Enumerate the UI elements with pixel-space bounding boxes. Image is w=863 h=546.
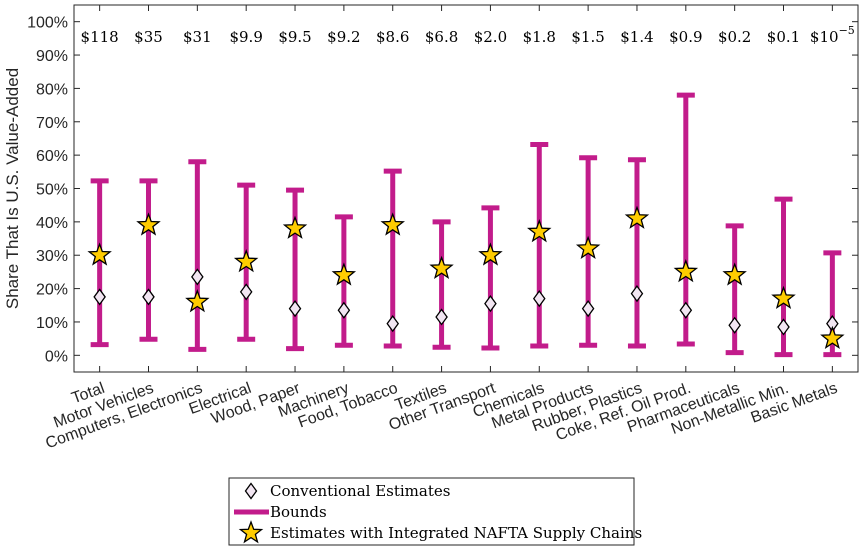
bound-bar [188, 159, 207, 352]
value-label: $31 [183, 28, 212, 46]
y-tick-label: 0% [45, 348, 68, 365]
nafta-estimate-point [624, 205, 650, 229]
nafta-estimate-point [429, 255, 454, 280]
bound-bar [90, 178, 109, 348]
value-label: $9.5 [278, 28, 311, 46]
value-label: $1.5 [571, 28, 604, 46]
value-label: $10−5 [810, 24, 855, 46]
legend-entry-label: Bounds [270, 503, 327, 521]
legend-star-icon [238, 520, 264, 544]
nafta-estimate-point [771, 285, 796, 310]
value-label: $35 [134, 28, 163, 46]
y-tick-label: 10% [36, 315, 68, 332]
legend-diamond-icon [244, 482, 258, 500]
axes-box [73, 4, 859, 373]
conventional-estimate-point [142, 288, 155, 306]
value-label: $0.9 [669, 28, 702, 46]
nafta-estimate-point [185, 289, 210, 313]
value-label: $2.0 [474, 28, 507, 46]
bound-bar [481, 205, 500, 351]
conventional-estimate-point [532, 290, 546, 308]
value-label: $6.8 [425, 28, 458, 46]
conventional-estimate-point [93, 288, 106, 306]
nafta-estimate-point [722, 262, 747, 286]
nafta-estimate-point [380, 212, 405, 236]
top-labels: $118 $35 $31 $9.9 $9.5 $9.2 $8.6 $6.8 $2.0 $1.8 $1… [81, 24, 855, 46]
conventional-estimate-point [777, 318, 790, 336]
nafta-estimate-point [478, 242, 503, 266]
y-tick-label: 30% [36, 248, 68, 265]
legend: Conventional Estimates Bounds Estimates wi… [228, 477, 642, 546]
conventional-estimate-point [581, 300, 595, 318]
bound-bar [432, 219, 451, 350]
conventional-estimate-point [337, 301, 351, 319]
bound-bar [530, 141, 549, 349]
y-tick-label: 40% [36, 215, 68, 232]
nafta-estimate-point [527, 219, 552, 243]
y-tick-label: 100% [27, 15, 68, 32]
legend-box [228, 477, 635, 546]
legend-entry-label: Estimates with Integrated NAFTA Supply C… [270, 524, 642, 542]
nafta-estimate-point [136, 212, 161, 236]
bound-bar [334, 214, 353, 348]
nafta-estimate-point [233, 249, 259, 273]
y-tick-label: 90% [36, 48, 68, 65]
conventional-estimate-point [484, 295, 497, 313]
value-label: $8.6 [376, 28, 409, 46]
value-label: $9.9 [229, 28, 262, 46]
bound-bar [627, 157, 646, 349]
y-tick-label: 50% [36, 182, 68, 199]
conventional-estimate-point [239, 283, 253, 301]
legend-entry-label: Conventional Estimates [270, 482, 450, 500]
conventional-estimate-point [288, 300, 302, 318]
conventional-estimate-point [191, 268, 204, 286]
bound-bar [139, 178, 158, 342]
conventional-estimate-point [435, 308, 448, 326]
nafta-estimate-point [673, 259, 699, 283]
value-label: $9.2 [327, 28, 360, 46]
y-axis-title: Share That Is U.S. Value-Added [3, 68, 22, 309]
bound-bar [286, 187, 305, 352]
conventional-estimate-point [728, 316, 741, 334]
nafta-estimate-point [820, 325, 845, 350]
plot-area [73, 4, 859, 373]
conventional-estimate-point [630, 284, 644, 303]
value-label: $0.2 [718, 28, 751, 46]
value-label: $1.4 [620, 28, 653, 46]
nafta-estimate-point [282, 215, 308, 239]
y-tick-label: 70% [36, 115, 68, 132]
conventional-estimate-point [679, 301, 693, 319]
nafta-estimate-point [331, 262, 357, 286]
y-axis: 0% 10% 20% 30% 40% 50% 60% 70% 80% 90% 100% [27, 15, 858, 365]
y-tick-label: 20% [36, 282, 68, 299]
y-tick-label: 60% [36, 148, 68, 165]
value-label: $1.8 [523, 28, 556, 46]
value-label: $118 [81, 28, 119, 46]
nafta-estimate-point [575, 235, 601, 260]
y-tick-label: 80% [36, 81, 68, 98]
value-label: $0.1 [767, 28, 800, 46]
conventional-estimate-point [386, 315, 400, 333]
nafta-estimate-point [87, 242, 112, 266]
value-label-exponent: −5 [839, 24, 855, 37]
